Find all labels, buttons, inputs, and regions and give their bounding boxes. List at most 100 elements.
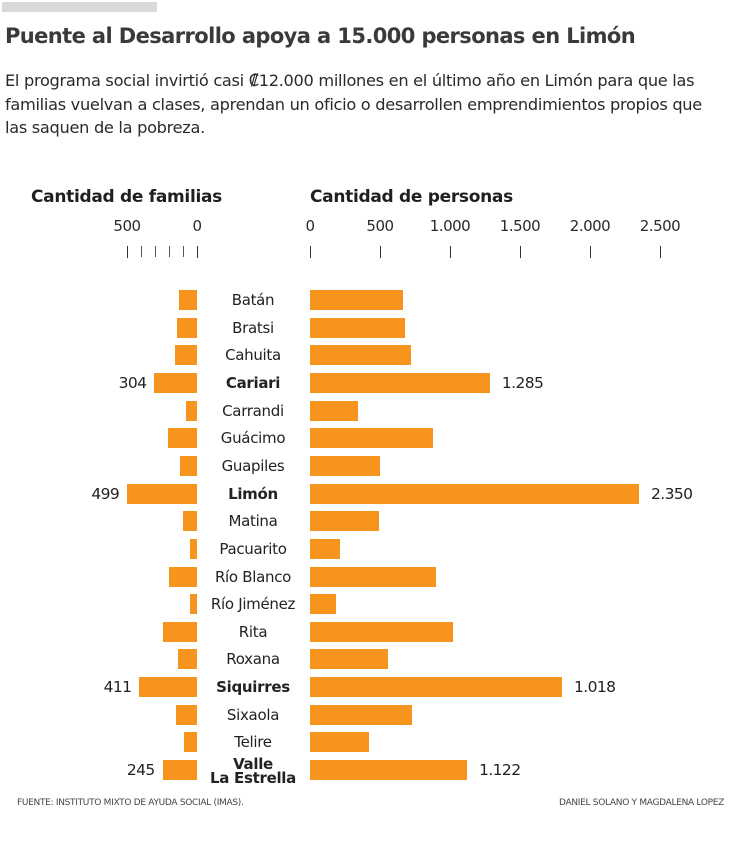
- category-label: Telire: [200, 733, 306, 751]
- category-label: Guácimo: [200, 429, 306, 447]
- category-label-line: Pacuarito: [219, 539, 287, 558]
- category-label: Bratsi: [200, 319, 306, 337]
- families-value-label: 245: [126, 761, 155, 780]
- persons-bar: [310, 760, 468, 781]
- families-bar: [176, 704, 197, 725]
- chart-title: Puente al Desarrollo apoya a 15.000 pers…: [5, 24, 636, 48]
- families-value-label: 499: [91, 484, 120, 503]
- families-tick: [197, 246, 198, 258]
- families-tick-label: 0: [192, 217, 202, 235]
- persons-tick: [590, 246, 591, 258]
- persons-bar: [310, 345, 411, 366]
- category-label-line: La Estrella: [210, 769, 296, 788]
- category-label-line: Limón: [228, 484, 278, 503]
- category-label: Carrandi: [200, 402, 306, 420]
- families-bar: [190, 538, 197, 559]
- families-axis-title: Cantidad de familias: [31, 187, 223, 207]
- persons-bar: [310, 621, 453, 642]
- families-bar: [162, 760, 197, 781]
- persons-tick: [450, 246, 451, 258]
- persons-bar: [310, 400, 359, 421]
- families-minor-tick: [183, 246, 184, 257]
- category-label-line: Batán: [231, 291, 275, 309]
- persons-bar: [310, 566, 436, 587]
- category-label: Rita: [200, 623, 306, 641]
- persons-bar: [310, 677, 562, 698]
- persons-bar: [310, 732, 369, 753]
- persons-tick-label: 1.000: [429, 217, 471, 235]
- persons-tick: [660, 246, 661, 258]
- families-value-label: 304: [118, 373, 147, 392]
- persons-value-label: 1.018: [574, 678, 616, 697]
- category-label: Siquirres: [200, 678, 306, 696]
- category-label-line: Rita: [238, 622, 268, 641]
- persons-tick-label: 500: [366, 217, 394, 235]
- category-label-line: Cariari: [225, 373, 281, 392]
- families-bar: [168, 428, 197, 449]
- families-bar: [169, 566, 197, 587]
- category-label-line: Valle: [233, 755, 273, 774]
- chart-subtitle: El programa social invirtió casi ₡12.000…: [5, 71, 702, 137]
- category-label-line: Cahuita: [225, 346, 281, 365]
- category-label-line: Siquirres: [216, 678, 290, 697]
- category-label-line: Río Jiménez: [210, 595, 296, 614]
- persons-bar: [310, 704, 413, 725]
- families-minor-tick: [169, 246, 170, 257]
- families-bar: [177, 649, 197, 670]
- category-label-line: Bratsi: [232, 318, 274, 337]
- category-label: Batán: [200, 291, 306, 309]
- families-bar: [176, 317, 197, 338]
- persons-value-label: 1.122: [479, 761, 521, 780]
- persons-bar: [310, 428, 434, 449]
- category-label-line: Carrandi: [222, 401, 284, 420]
- category-label: Valle La Estrella: [200, 755, 306, 788]
- persons-bar: [310, 317, 406, 338]
- credits: DANIEL SOLANO Y MAGDALENA LOPEZ: [559, 798, 724, 808]
- persons-value-label: 2.350: [651, 484, 693, 503]
- families-minor-tick: [141, 246, 142, 257]
- families-minor-tick: [155, 246, 156, 257]
- persons-tick: [520, 246, 521, 258]
- families-bar: [127, 483, 197, 504]
- persons-bar: [310, 483, 639, 504]
- category-label-line: Telire: [234, 733, 272, 752]
- families-tick: [127, 246, 128, 258]
- persons-tick-label: 0: [305, 217, 315, 235]
- category-label: Limón: [200, 485, 306, 503]
- category-label: Sixaola: [200, 706, 306, 724]
- persons-value-label: 1.285: [501, 373, 544, 392]
- persons-tick-label: 2.500: [639, 217, 681, 235]
- families-bar: [179, 290, 197, 310]
- category-label-line: Guapiles: [221, 456, 285, 475]
- category-label: Matina: [200, 512, 306, 530]
- persons-bar: [310, 372, 490, 393]
- families-tick-label: 500: [113, 217, 141, 235]
- persons-bar: [310, 649, 388, 670]
- category-label-line: Río Blanco: [214, 567, 292, 586]
- category-label: Guapiles: [200, 457, 306, 475]
- families-bar: [183, 732, 197, 753]
- category-label-line: Guácimo: [220, 429, 286, 448]
- families-bar: [154, 372, 197, 393]
- persons-bar: [310, 511, 380, 532]
- families-bar: [175, 345, 197, 366]
- families-bar: [139, 677, 197, 698]
- source-note: FUENTE: INSTITUTO MIXTO DE AYUDA SOCIAL …: [17, 798, 244, 808]
- persons-bar: [310, 455, 380, 476]
- persons-tick-label: 1.500: [499, 217, 541, 235]
- category-label: Cahuita: [200, 346, 306, 364]
- persons-tick: [310, 246, 311, 258]
- families-bar: [185, 400, 197, 421]
- persons-bar: [310, 290, 403, 310]
- category-label: Río Jiménez: [200, 595, 306, 613]
- persons-tick: [380, 246, 381, 258]
- persons-bar: [310, 538, 340, 559]
- families-bar: [180, 455, 197, 476]
- category-label: Roxana: [200, 650, 306, 668]
- category-label-line: Sixaola: [226, 705, 280, 724]
- category-label-line: Matina: [228, 512, 278, 531]
- families-bar: [190, 594, 197, 615]
- families-bar: [162, 621, 197, 642]
- category-label: Río Blanco: [200, 568, 306, 586]
- persons-tick-label: 2.000: [569, 217, 611, 235]
